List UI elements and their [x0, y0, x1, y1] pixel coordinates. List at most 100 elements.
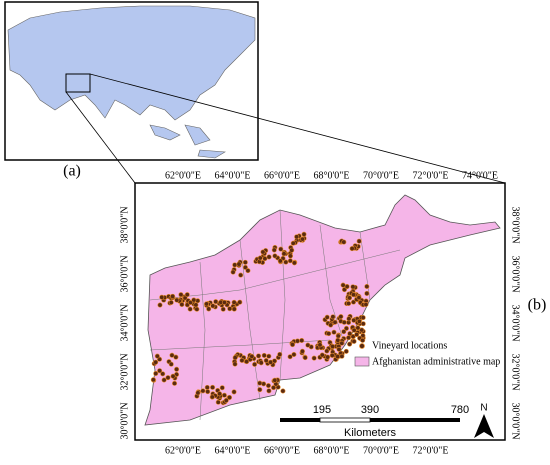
latitude-label: 34°0'0"N — [510, 304, 521, 341]
vineyard-dot — [231, 306, 237, 312]
vineyard-dot — [153, 371, 159, 377]
vineyard-dot — [360, 315, 366, 321]
vineyard-dot — [242, 264, 248, 270]
panel-a-label: (a) — [63, 163, 81, 180]
vineyard-dot — [239, 357, 245, 363]
vineyard-dot — [205, 389, 211, 395]
vineyard-dot — [193, 302, 199, 308]
vineyard-dot — [287, 258, 293, 264]
north-arrow — [474, 414, 494, 438]
legend-dot — [359, 343, 365, 349]
vineyard-dot — [343, 325, 349, 331]
vineyard-dot — [295, 338, 301, 344]
longitude-label: 70°0'0"E — [363, 445, 399, 456]
vineyard-dot — [194, 306, 200, 312]
vineyard-dot — [280, 388, 286, 394]
vineyard-dot — [266, 353, 272, 359]
vineyard-dot — [215, 399, 221, 405]
vineyard-dot — [204, 301, 210, 307]
vineyard-dot — [170, 373, 176, 379]
vineyard-dot — [179, 302, 185, 308]
vineyard-dot — [291, 260, 297, 266]
vineyard-dot — [363, 302, 369, 308]
vineyard-dot — [210, 303, 216, 309]
vineyard-dot — [346, 300, 352, 306]
vineyard-dot — [160, 371, 166, 377]
vineyard-dot — [343, 348, 349, 354]
vineyard-dot — [294, 234, 300, 240]
vineyard-dot — [265, 383, 271, 389]
vineyard-dot — [350, 299, 356, 305]
legend-swatch — [354, 356, 370, 367]
vineyard-dot — [336, 346, 342, 352]
vineyard-dot — [178, 292, 184, 298]
vineyard-dot — [305, 342, 311, 348]
north-label: N — [480, 403, 487, 414]
vineyard-dot — [349, 246, 355, 252]
vineyard-dot — [324, 314, 330, 320]
latitude-label: 32°0'0"N — [119, 353, 130, 390]
vineyard-dot — [174, 366, 180, 372]
vineyard-dot — [341, 319, 347, 325]
vineyard-dot — [356, 238, 362, 244]
vineyard-dot — [266, 388, 272, 394]
vineyard-dot — [263, 358, 269, 364]
afghanistan-map — [144, 194, 501, 426]
vineyard-dot — [287, 354, 293, 360]
longitude-label: 66°0'0"E — [264, 445, 300, 456]
vineyard-dot — [257, 380, 263, 386]
longitude-label: 64°0'0"E — [215, 445, 251, 456]
vineyard-dot — [302, 355, 308, 361]
vineyard-dot — [360, 321, 366, 327]
vineyard-dot — [339, 340, 345, 346]
vineyard-dot — [330, 343, 336, 349]
vineyard-dot — [260, 249, 266, 255]
vineyard-dot — [339, 353, 345, 359]
longitude-label: 68°0'0"E — [314, 445, 350, 456]
vineyard-dot — [356, 295, 362, 301]
vineyard-dot — [242, 259, 248, 265]
vineyard-dot — [331, 329, 337, 335]
vineyard-dot — [356, 318, 362, 324]
vineyard-dot — [230, 269, 236, 275]
latitude-label: 38°0'0"N — [119, 206, 130, 243]
vineyard-dot — [187, 306, 193, 312]
latitude-label: 36°0'0"N — [510, 255, 521, 292]
vineyard-dot — [311, 355, 317, 361]
vineyard-dot — [165, 375, 171, 381]
vineyard-dot — [287, 253, 293, 259]
vineyard-dot — [351, 327, 357, 333]
vineyard-dot — [238, 272, 244, 278]
vineyard-dot — [232, 361, 238, 367]
latitude-label: 30°0'0"N — [119, 402, 130, 439]
vineyard-dot — [173, 354, 179, 360]
vineyard-dot — [169, 352, 175, 358]
latitude-label: 36°0'0"N — [119, 255, 130, 292]
vineyard-dot — [271, 385, 277, 391]
connector-line — [65, 91, 136, 184]
vineyard-dot — [324, 348, 330, 354]
vineyard-dot — [351, 338, 357, 344]
vineyard-dot — [195, 390, 201, 396]
vineyard-dot — [332, 319, 338, 325]
vineyard-dot — [204, 384, 210, 390]
vineyard-dot — [346, 335, 352, 341]
vineyard-dot — [256, 353, 262, 359]
scale-bar — [280, 417, 460, 423]
vineyard-dot — [188, 299, 194, 305]
vineyard-dot — [157, 302, 163, 308]
vineyard-dot — [231, 389, 237, 395]
vineyard-dot — [168, 299, 174, 305]
longitude-label: 72°0'0"E — [413, 445, 449, 456]
vineyard-dot — [299, 337, 305, 343]
vineyard-dot — [351, 317, 357, 323]
vineyard-dot — [290, 342, 296, 348]
vineyard-dot — [335, 337, 341, 343]
vineyard-dot — [299, 348, 305, 354]
longitude-label: 62°0'0"E — [165, 170, 201, 181]
vineyard-dot — [268, 359, 274, 365]
legend-label: Afghanistan administrative map — [372, 356, 500, 367]
vineyard-dot — [326, 331, 332, 337]
connector-line — [89, 73, 506, 184]
